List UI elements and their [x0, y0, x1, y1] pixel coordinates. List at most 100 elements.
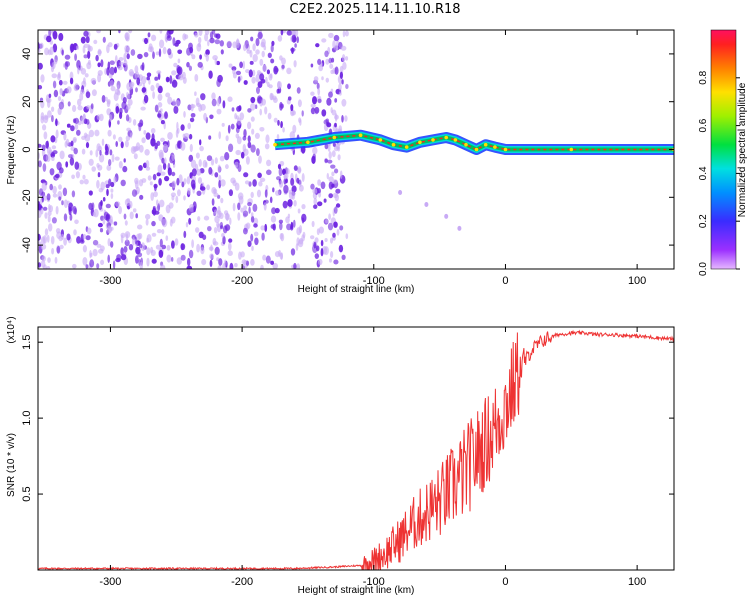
- noise-speckle: [187, 104, 192, 111]
- noise-speckle: [48, 204, 51, 212]
- noise-speckle: [207, 226, 212, 232]
- noise-speckle: [243, 129, 247, 138]
- noise-speckle: [273, 97, 278, 103]
- noise-speckle: [68, 206, 72, 212]
- noise-speckle: [224, 210, 229, 216]
- trace-point: [332, 135, 337, 140]
- noise-speckle: [40, 259, 46, 268]
- noise-speckle: [120, 179, 126, 187]
- noise-speckle: [188, 154, 194, 162]
- noise-speckle: [140, 106, 146, 111]
- colorbar-tick-label: 0.4: [698, 166, 709, 180]
- noise-speckle: [209, 114, 214, 120]
- noise-speckle: [88, 190, 93, 196]
- noise-speckle: [265, 76, 268, 84]
- noise-speckle: [341, 54, 346, 63]
- noise-speckle: [261, 232, 265, 241]
- noise-speckle: [188, 249, 194, 259]
- noise-speckle: [48, 93, 52, 99]
- noise-speckle: [110, 193, 114, 199]
- noise-speckle: [58, 196, 62, 201]
- noise-speckle: [156, 229, 162, 234]
- noise-speckle: [75, 171, 80, 179]
- y-tick-label: 20: [21, 96, 33, 108]
- noise-speckle: [52, 30, 58, 40]
- noise-speckle: [97, 48, 102, 57]
- noise-speckle: [235, 70, 241, 76]
- noise-speckle: [175, 39, 181, 45]
- noise-speckle: [253, 231, 259, 237]
- noise-speckle: [275, 190, 280, 196]
- noise-speckle: [238, 251, 242, 260]
- noise-speckle: [170, 192, 176, 197]
- noise-speckle: [53, 59, 58, 65]
- snr-series-line: [38, 329, 674, 570]
- noise-speckle: [83, 132, 88, 139]
- noise-speckle: [318, 226, 324, 234]
- noise-speckle: [334, 206, 338, 214]
- noise-speckle: [320, 239, 324, 247]
- noise-speckle: [241, 259, 247, 265]
- noise-speckle: [167, 132, 173, 140]
- noise-speckle: [245, 260, 250, 266]
- noise-speckle: [298, 225, 303, 234]
- noise-speckle: [171, 180, 177, 189]
- x-tick-label: -100: [363, 576, 385, 588]
- noise-speckle: [191, 239, 195, 249]
- noise-speckle: [252, 69, 256, 77]
- noise-speckle: [214, 33, 218, 38]
- noise-speckle: [188, 133, 193, 140]
- noise-speckle: [206, 184, 211, 191]
- noise-speckle: [52, 80, 57, 89]
- trace-point: [503, 147, 508, 152]
- noise-speckle: [97, 145, 103, 152]
- noise-speckle: [240, 207, 244, 213]
- noise-speckle: [220, 225, 223, 230]
- noise-speckle: [238, 195, 244, 205]
- noise-speckle: [254, 237, 259, 246]
- noise-speckle: [115, 141, 118, 147]
- noise-speckle: [293, 219, 296, 228]
- noise-speckle: [102, 36, 106, 43]
- noise-speckle: [158, 214, 164, 222]
- noise-speckle: [244, 180, 250, 185]
- noise-speckle: [186, 61, 190, 68]
- noise-speckle: [214, 215, 220, 224]
- noise-speckle: [195, 97, 200, 106]
- noise-speckle: [310, 103, 316, 108]
- noise-speckle: [255, 74, 260, 83]
- noise-speckle: [154, 104, 159, 113]
- noise-speckle: [111, 153, 115, 163]
- noise-speckle: [203, 112, 208, 121]
- noise-speckle: [116, 84, 120, 92]
- noise-speckle: [277, 163, 282, 170]
- noise-speckle: [317, 179, 321, 186]
- noise-speckle: [152, 173, 157, 181]
- noise-speckle: [42, 124, 47, 131]
- noise-speckle: [252, 54, 258, 62]
- noise-speckle: [146, 257, 150, 267]
- noise-speckle: [108, 159, 112, 166]
- noise-speckle: [145, 132, 151, 140]
- noise-speckle: [290, 177, 295, 186]
- noise-speckle: [324, 50, 329, 58]
- noise-speckle: [99, 150, 102, 156]
- noise-speckle: [38, 62, 43, 70]
- noise-speckle: [79, 92, 84, 101]
- noise-speckle: [250, 191, 254, 198]
- noise-speckle: [330, 164, 336, 169]
- noise-speckle: [270, 260, 274, 265]
- noise-speckle: [40, 74, 45, 83]
- noise-speckle: [334, 168, 339, 174]
- noise-speckle: [325, 118, 330, 124]
- noise-speckle: [294, 30, 299, 37]
- noise-speckle: [200, 246, 205, 255]
- noise-speckle: [259, 58, 264, 66]
- noise-speckle: [135, 142, 141, 151]
- noise-speckle: [218, 131, 221, 140]
- snr-y-label: SNR (10 * v/v): [6, 433, 17, 497]
- noise-speckle: [209, 259, 213, 267]
- noise-speckle: [96, 114, 101, 121]
- noise-speckle: [80, 68, 87, 75]
- noise-speckle: [266, 169, 272, 176]
